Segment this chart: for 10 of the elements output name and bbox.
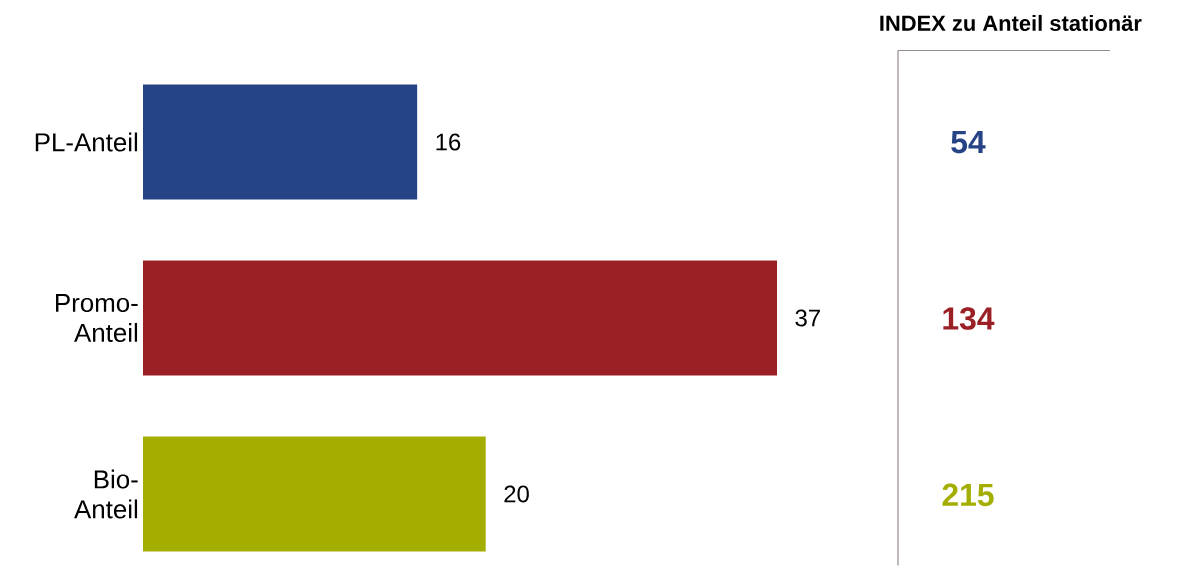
y-tick-label: Promo-Anteil [56, 294, 138, 342]
data-label: 54 [951, 131, 986, 154]
y-tick-label: PL-Anteil [35, 132, 138, 152]
y-tick-label: Bio-Anteil [74, 469, 138, 519]
data-label: 134 [943, 307, 995, 330]
data-label: 16 [436, 133, 461, 151]
text: INDEX zu Anteil stationär [880, 14, 1142, 32]
data-label: 215 [942, 483, 994, 507]
data-label: 37 [795, 309, 820, 327]
data-label: 20 [504, 485, 529, 503]
